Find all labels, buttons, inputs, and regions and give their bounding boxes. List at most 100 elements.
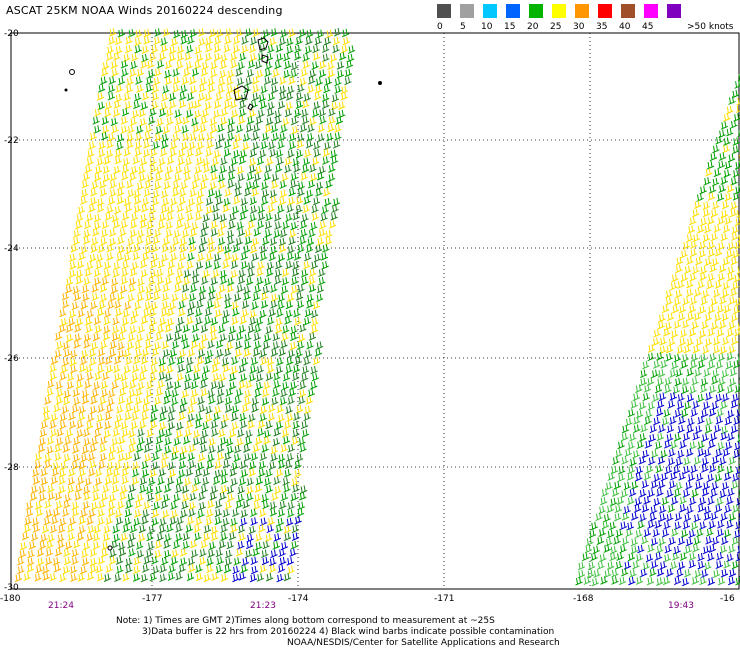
- wind-barb: [686, 424, 694, 434]
- wind-barb: [631, 512, 639, 521]
- wind-barb: [176, 220, 184, 229]
- wind-barb: [179, 92, 187, 101]
- wind-barb: [144, 180, 152, 190]
- wind-barb: [173, 173, 182, 183]
- wind-barb: [278, 347, 287, 357]
- wind-barb: [679, 552, 688, 561]
- wind-barb: [167, 421, 176, 431]
- wind-barb: [104, 421, 112, 430]
- wind-barb: [124, 101, 132, 110]
- wind-barb: [122, 212, 130, 221]
- scale-label: 0: [437, 22, 443, 32]
- wind-barb: [263, 76, 272, 85]
- wind-barb: [223, 459, 231, 469]
- wind-barb: [675, 368, 683, 378]
- wind-barb: [278, 244, 287, 253]
- wind-barb: [105, 364, 114, 374]
- wind-barb: [682, 432, 691, 442]
- wind-barb: [106, 205, 114, 214]
- wind-barb: [290, 116, 299, 126]
- wind-barb: [18, 549, 27, 559]
- wind-barb: [721, 369, 729, 379]
- wind-barb: [320, 252, 329, 261]
- wind-barb: [34, 573, 42, 582]
- wind-barb: [287, 396, 295, 405]
- wind-barb: [170, 501, 178, 510]
- scale-swatch: [621, 4, 635, 18]
- pass-times: 21:24 21:23 19:43: [48, 601, 694, 611]
- wind-barb: [199, 285, 207, 295]
- wind-barb: [248, 468, 256, 477]
- wind-barb: [241, 308, 249, 318]
- wind-barb: [123, 92, 131, 102]
- wind-barb: [176, 356, 185, 365]
- wind-barb: [272, 132, 280, 142]
- wind-barb: [44, 396, 52, 405]
- wind-barb: [665, 297, 673, 306]
- wind-barb: [119, 491, 127, 501]
- wind-barb: [267, 517, 275, 526]
- wind-barb: [675, 289, 683, 299]
- wind-barb: [698, 329, 707, 339]
- wind-barb: [288, 28, 296, 38]
- wind-barb: [322, 156, 330, 165]
- wind-barb: [178, 99, 187, 109]
- wind-barb: [584, 544, 593, 554]
- wind-barb: [265, 117, 274, 126]
- wind-barb: [210, 220, 219, 229]
- wind-barb: [152, 189, 160, 199]
- wind-barb: [625, 528, 633, 538]
- wind-barb: [296, 453, 304, 463]
- wind-barb: [226, 493, 235, 502]
- wind-barb: [163, 396, 171, 405]
- wind-barb: [245, 28, 253, 37]
- wind-barb: [665, 352, 673, 362]
- wind-barb: [261, 556, 270, 566]
- wind-barb: [688, 559, 696, 569]
- wind-barb: [639, 513, 647, 522]
- wind-barb: [670, 561, 678, 570]
- wind-barb: [653, 497, 661, 507]
- lon-label: -168: [573, 594, 594, 604]
- wind-barb: [675, 481, 683, 491]
- wind-barb: [605, 537, 613, 547]
- wind-barb: [37, 444, 46, 453]
- wind-barb: [68, 412, 76, 421]
- wind-barb: [612, 456, 620, 466]
- wind-barb: [226, 445, 234, 455]
- wind-barb: [289, 180, 298, 189]
- wind-barb: [83, 437, 92, 447]
- wind-barb: [296, 139, 304, 149]
- wind-barb: [193, 477, 201, 486]
- wind-barb: [291, 61, 299, 71]
- wind-barb: [274, 268, 282, 278]
- wind-barb: [707, 577, 716, 586]
- wind-barb: [25, 508, 34, 518]
- wind-barb: [247, 60, 256, 69]
- wind-barb: [96, 197, 105, 207]
- wind-barb: [111, 484, 120, 494]
- wind-barb: [139, 117, 147, 127]
- pass-time-label: 21:24: [48, 601, 74, 611]
- wind-barb: [304, 148, 312, 158]
- wind-barb: [134, 45, 142, 54]
- wind-barb: [304, 308, 313, 318]
- wind-barb: [326, 29, 334, 39]
- wind-barb: [127, 540, 135, 549]
- wind-barb: [71, 501, 80, 510]
- wind-barb: [55, 396, 64, 405]
- wind-barb: [130, 165, 138, 175]
- wind-barb: [194, 212, 203, 221]
- wind-barb: [690, 408, 698, 418]
- wind-barb: [74, 492, 82, 501]
- wind-barb: [168, 301, 177, 311]
- wind-barb: [632, 392, 640, 402]
- island-outlines: [64, 37, 382, 551]
- wind-barb: [75, 317, 84, 327]
- wind-barb: [126, 133, 135, 142]
- wind-barb: [157, 380, 165, 389]
- wind-barb: [609, 497, 618, 507]
- wind-barb: [199, 181, 208, 190]
- wind-barb: [121, 164, 130, 174]
- wind-barb: [674, 512, 683, 522]
